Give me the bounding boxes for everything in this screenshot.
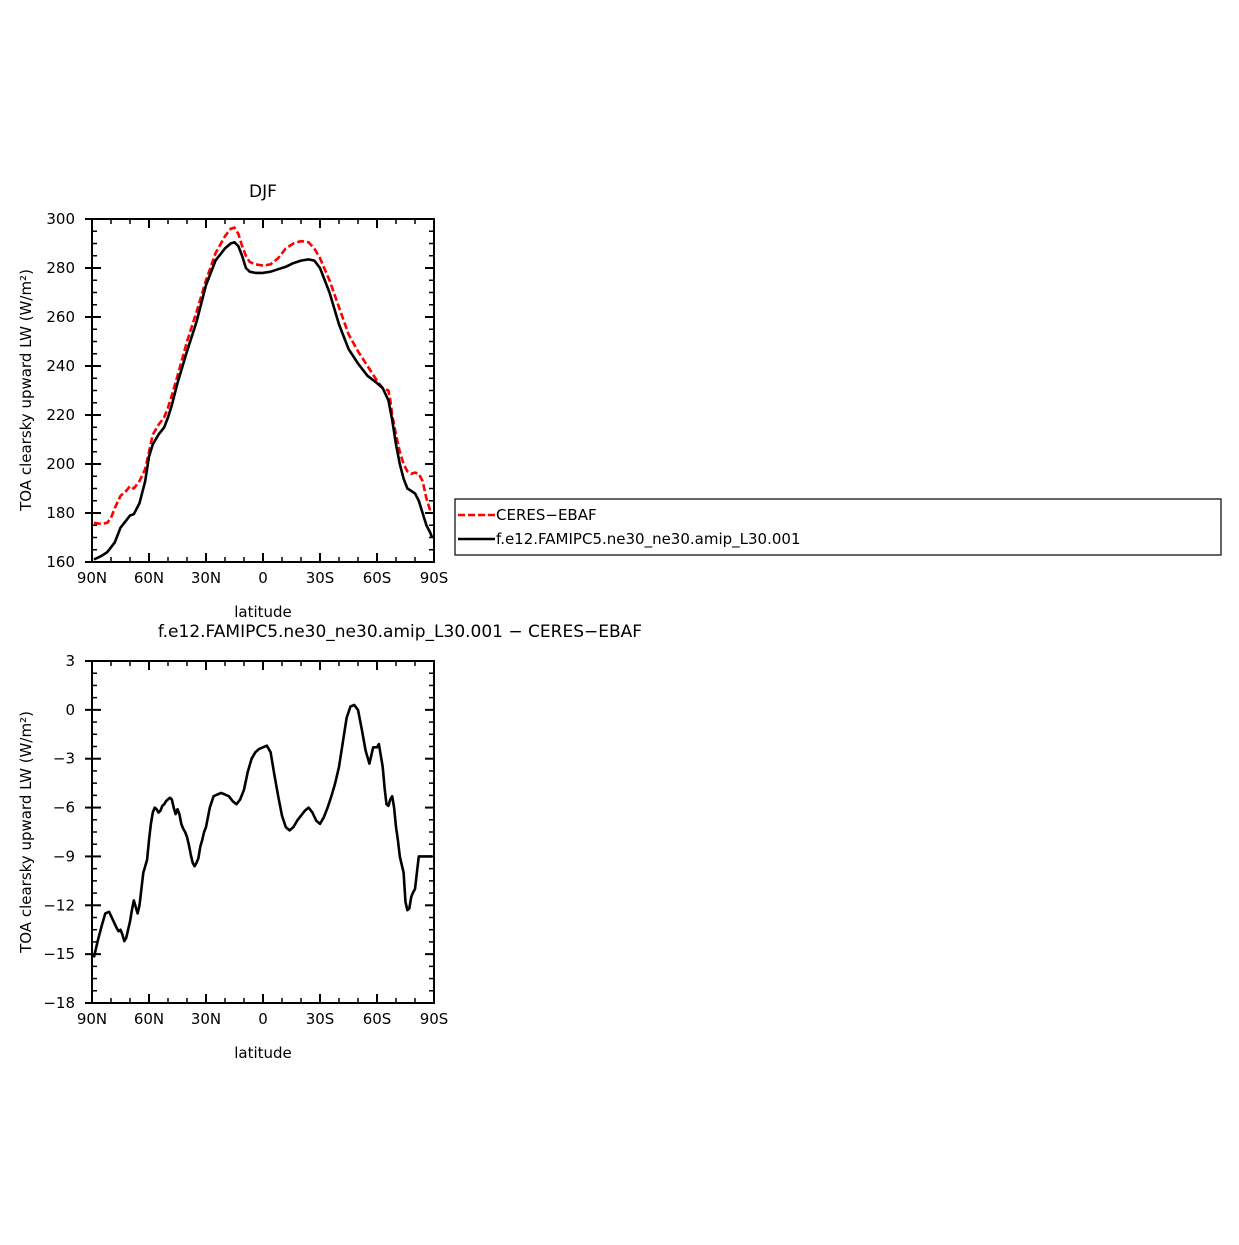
top-x-tick-label: 30S xyxy=(306,569,335,587)
top-y-tick-label: 160 xyxy=(46,553,75,571)
bottom-x-tick-label: 0 xyxy=(258,1010,268,1028)
top-y-tick-label: 180 xyxy=(46,504,75,522)
bottom-x-tick-label: 30N xyxy=(191,1010,221,1028)
bottom-y-tick-label: −3 xyxy=(53,750,75,768)
legend-entry-model: f.e12.FAMIPC5.ne30_ne30.amip_L30.001 xyxy=(496,530,801,549)
legend-entry-ceres: CERES−EBAF xyxy=(496,506,597,524)
top-y-tick-label: 220 xyxy=(46,406,75,424)
top-y-tick-label: 280 xyxy=(46,259,75,277)
top-y-axis-label: TOA clearsky upward LW (W/m²) xyxy=(17,269,35,512)
top-chart-legend: CERES−EBAF f.e12.FAMIPC5.ne30_ne30.amip_… xyxy=(454,498,1222,556)
top-y-tick-label: 300 xyxy=(46,210,75,228)
top-chart-title: DJF xyxy=(249,182,277,202)
top-x-tick-label: 90N xyxy=(77,569,107,587)
top-line-chart: DJF 90N 60N 30N 0 30S 60S 90S 160 180 200 220 240 26… xyxy=(17,182,448,621)
bottom-x-tick-label: 60S xyxy=(363,1010,392,1028)
bottom-x-tick-label: 90S xyxy=(420,1010,449,1028)
bottom-series-line-0 xyxy=(92,703,433,958)
top-x-tick-label: 90S xyxy=(420,569,449,587)
bottom-y-tick-label: −18 xyxy=(43,994,75,1012)
top-x-tick-label: 60N xyxy=(134,569,164,587)
bottom-y-axis-label: TOA clearsky upward LW (W/m²) xyxy=(17,711,35,954)
top-y-tick-label: 200 xyxy=(46,455,75,473)
bottom-y-tick-label: −15 xyxy=(43,945,75,963)
top-x-tick-label: 0 xyxy=(258,569,268,587)
bottom-line-chart: f.e12.FAMIPC5.ne30_ne30.amip_L30.001 − C… xyxy=(17,622,642,1062)
bottom-chart-title: f.e12.FAMIPC5.ne30_ne30.amip_L30.001 − C… xyxy=(158,622,642,642)
bottom-y-tick-label: 0 xyxy=(65,701,75,719)
top-series-line-0 xyxy=(93,226,434,526)
top-y-tick-label: 240 xyxy=(46,357,75,375)
top-x-tick-label: 60S xyxy=(363,569,392,587)
top-x-axis-label: latitude xyxy=(234,603,292,621)
bottom-y-tick-label: 3 xyxy=(65,652,75,670)
bottom-y-tick-label: −9 xyxy=(53,847,75,865)
bottom-x-tick-label: 30S xyxy=(306,1010,335,1028)
bottom-y-tick-label: −6 xyxy=(53,799,75,817)
bottom-plot-frame xyxy=(91,660,435,1004)
top-y-tick-label: 260 xyxy=(46,308,75,326)
bottom-x-tick-label: 60N xyxy=(134,1010,164,1028)
bottom-x-axis-label: latitude xyxy=(234,1044,292,1062)
bottom-x-tick-label: 90N xyxy=(77,1010,107,1028)
legend-box xyxy=(454,498,1222,556)
bottom-y-tick-label: −12 xyxy=(43,896,75,914)
top-x-tick-label: 30N xyxy=(191,569,221,587)
top-series-line-1 xyxy=(93,241,434,561)
